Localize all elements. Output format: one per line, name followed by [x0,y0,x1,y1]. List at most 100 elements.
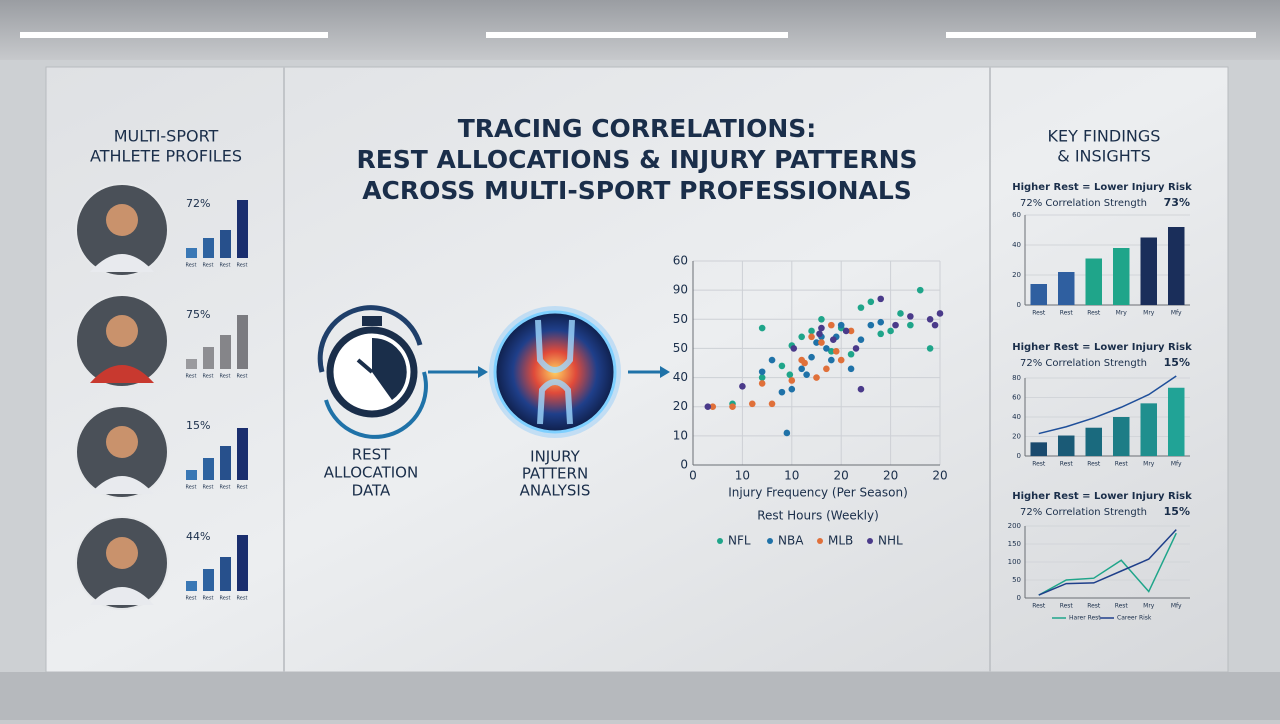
y-tick-label: 50 [1012,576,1021,584]
bar [203,347,214,369]
point [788,377,796,384]
bar-label: Rest [237,374,248,380]
athlete-label: 72% [186,197,210,210]
point [704,403,712,411]
bar [1113,248,1130,305]
point [758,324,766,332]
bar [203,569,214,591]
x-tick-label: Rest [1032,603,1046,610]
y-tick-label: 0 [1017,594,1021,602]
bar [1058,435,1075,456]
legend-label: NBA [778,534,804,548]
y-tick-label: 50 [673,312,688,326]
floor [0,672,1280,720]
y-tick-label: 20 [1012,271,1021,279]
point [926,345,934,352]
point [877,318,885,326]
bar [1058,272,1075,305]
x-tick-label: Mfy [1171,310,1182,317]
bar [237,315,248,369]
bar [203,458,214,480]
point [768,400,776,408]
arrow-head [660,366,670,378]
y-tick-label: 80 [1012,374,1021,382]
point [852,345,860,352]
section-title: MULTI-SPORT [114,127,219,146]
bar [220,446,231,480]
bar [237,200,248,258]
point [877,295,885,303]
bar-label: Rest [186,485,197,491]
point [808,333,815,341]
bar-label: Rest [220,374,231,380]
legend-marker [817,538,823,544]
point [801,359,808,367]
point [758,380,766,387]
bar [237,428,248,480]
point [818,324,825,332]
y-tick-label: 0 [680,458,688,472]
point [768,356,776,364]
flow-label: ALLOCATION [324,464,418,482]
x-tick-label: Mfy [1171,461,1182,468]
point [828,356,835,364]
bar [1168,227,1185,305]
point [829,336,837,343]
point [837,321,845,329]
point [857,385,865,393]
athlete-body [90,254,154,272]
flow-label: INJURY [530,448,581,466]
y-tick-label: 200 [1008,522,1021,530]
bar [1140,403,1157,456]
line [1038,375,1177,435]
point [867,321,875,329]
y-tick-label: 150 [1008,540,1021,548]
title: ACROSS MULTI-SPORT PROFESSIONALS [362,176,912,205]
bar [1030,284,1047,305]
athlete-body [90,365,154,383]
point [709,403,717,411]
point [877,330,885,338]
point [867,298,875,306]
y-tick-label: 50 [673,341,688,355]
bar-label: Rest [186,263,197,269]
y-tick-label: 0 [1017,452,1021,460]
point [892,321,899,329]
bar-label: Rest [220,263,231,269]
point [818,339,825,346]
point [897,310,904,317]
bar-label: Rest [220,485,231,491]
point [778,388,786,396]
x-tick-label: 0 [689,469,697,483]
bar-label: Rest [237,596,248,602]
x-tick-label: 20 [883,469,898,483]
point [828,321,835,329]
flow-label: REST [352,446,391,464]
x-tick-label: 10 [735,469,750,483]
point [823,365,830,373]
bar [220,335,231,369]
athlete-label: 15% [186,419,210,432]
y-tick-label: 40 [1012,413,1021,421]
athlete-body [90,476,154,494]
bar [203,238,214,258]
bar [186,359,197,369]
bar [1113,417,1130,456]
athlete-label: 44% [186,530,210,543]
legend-label: Career Risk [1117,615,1152,622]
legend-label: NFL [728,534,751,548]
y-tick-label: 20 [1012,433,1021,441]
y-tick-label: 0 [1017,301,1021,309]
light [486,32,788,38]
point [907,313,914,320]
y-tick-label: 60 [673,254,688,268]
legend-label: NHL [878,534,903,548]
flow-label: PATTERN [522,465,588,483]
bar [1030,442,1047,456]
chart-corner: 15% [1164,505,1190,518]
point [816,330,823,338]
bar [220,230,231,258]
bar-label: Rest [237,485,248,491]
bar [220,557,231,591]
x-tick-label: Mfy [1171,603,1182,610]
